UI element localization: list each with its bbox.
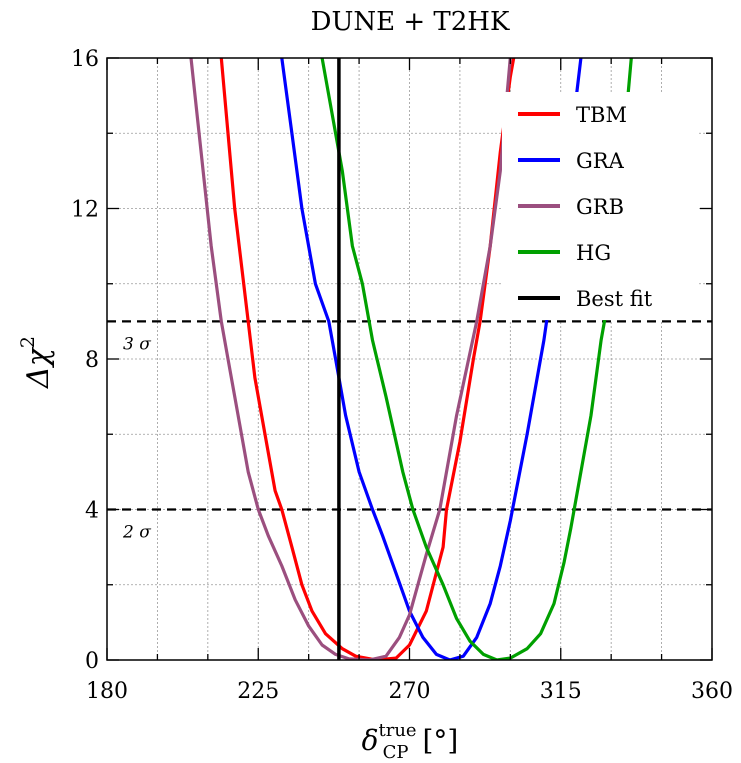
y-tick-label: 12 bbox=[71, 198, 99, 223]
series-lines bbox=[189, 58, 633, 660]
y-tick-label: 8 bbox=[85, 348, 99, 373]
y-axis-sup: 2 bbox=[17, 336, 39, 348]
legend-label: GRA bbox=[576, 149, 625, 173]
y-tick-label: 0 bbox=[85, 649, 99, 674]
series-line-tbm bbox=[219, 58, 516, 660]
series-line-hg bbox=[320, 58, 633, 660]
y-axis-symbol: Δχ bbox=[21, 346, 56, 389]
x-tick-label: 225 bbox=[237, 679, 279, 704]
legend-label: TBM bbox=[576, 103, 627, 127]
sigma-label: 3 σ bbox=[123, 334, 151, 354]
plot-frame bbox=[106, 57, 713, 661]
x-tick-label: 315 bbox=[540, 679, 582, 704]
legend-label: HG bbox=[576, 241, 611, 265]
legend-label: Best fit bbox=[576, 287, 653, 311]
y-tick-label: 4 bbox=[85, 499, 99, 524]
x-axis-symbol: δ bbox=[362, 724, 379, 757]
reference-lines: 3 σ 2 σ bbox=[107, 320, 712, 543]
x-tick-label: 180 bbox=[86, 679, 128, 704]
x-axis-label: δtrue CP [°] bbox=[362, 720, 459, 763]
legend: TBM GRA GRB HG Best fit bbox=[502, 92, 698, 320]
x-axis-unit: [°] bbox=[422, 724, 458, 757]
sigma-label: 2 σ bbox=[122, 523, 151, 543]
x-tick-label: 270 bbox=[389, 679, 431, 704]
chart-title: DUNE + T2HK bbox=[311, 7, 510, 37]
x-tick-labels: 180 225 270 315 360 bbox=[86, 679, 733, 704]
x-tick-label: 360 bbox=[691, 679, 733, 704]
series-line-gra bbox=[280, 58, 583, 660]
x-axis-sub: CP bbox=[383, 742, 409, 763]
x-axis-sup: true bbox=[379, 720, 417, 741]
y-tick-labels: 0 4 8 12 16 bbox=[71, 47, 99, 674]
legend-label: GRB bbox=[576, 195, 624, 219]
series-line-grb bbox=[189, 58, 512, 660]
y-axis-label: Δχ2 bbox=[17, 336, 56, 389]
y-tick-label: 16 bbox=[71, 47, 99, 72]
